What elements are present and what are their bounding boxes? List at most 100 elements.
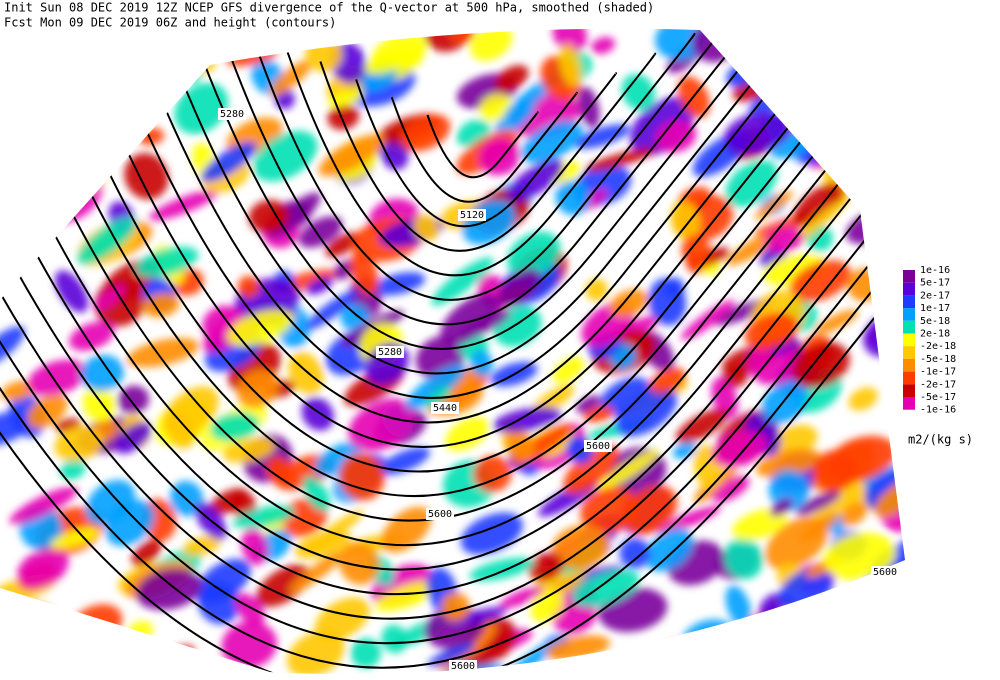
legend-label: -2e-17 — [920, 379, 956, 390]
blob — [499, 586, 544, 609]
blob — [147, 645, 195, 674]
blob — [350, 637, 381, 669]
blob — [374, 580, 441, 612]
blob — [340, 304, 369, 331]
blob — [857, 579, 905, 617]
blob — [237, 369, 279, 408]
contour-line — [283, 33, 696, 277]
blob — [670, 200, 701, 240]
contour-line — [0, 28, 905, 571]
blob — [790, 198, 848, 245]
blob — [852, 77, 905, 102]
blob — [494, 65, 529, 92]
blob — [840, 502, 868, 526]
blob — [441, 592, 471, 622]
blob — [788, 612, 858, 640]
blob — [774, 633, 839, 675]
blob — [0, 640, 41, 675]
blob — [460, 512, 523, 555]
blob — [812, 490, 875, 519]
blob — [655, 120, 697, 153]
legend-label: -1e-17 — [920, 367, 956, 378]
blob — [768, 469, 809, 511]
blob — [0, 627, 36, 671]
blob — [327, 104, 360, 130]
blob — [748, 44, 778, 62]
blob — [0, 92, 39, 126]
blob — [817, 116, 861, 161]
blob — [507, 231, 561, 278]
legend-swatch — [903, 282, 915, 296]
blob — [580, 486, 639, 534]
blob — [27, 359, 88, 397]
blob — [824, 42, 864, 81]
blob — [814, 309, 859, 334]
legend-swatch — [903, 358, 915, 372]
blob — [597, 449, 660, 491]
blob — [93, 94, 116, 123]
blob — [269, 60, 312, 96]
blob — [675, 408, 728, 444]
blob — [479, 93, 512, 122]
blob — [134, 55, 173, 88]
contour-label-bg — [426, 508, 454, 520]
blob — [0, 655, 35, 675]
blob — [584, 147, 658, 172]
blob — [0, 326, 25, 368]
contour-line — [390, 91, 578, 203]
contour-label-bg — [871, 566, 899, 578]
blob — [791, 342, 850, 388]
legend-swatch — [903, 371, 915, 385]
contour-line — [105, 28, 892, 399]
blob — [521, 120, 583, 164]
blob — [497, 268, 541, 307]
blob — [649, 367, 686, 394]
contour-label: 5280 — [378, 347, 402, 358]
blob — [17, 65, 64, 108]
contour-label-bg — [458, 209, 486, 221]
blob — [266, 456, 294, 488]
blob — [647, 657, 693, 675]
blob — [470, 350, 493, 377]
legend-label: 5e-18 — [920, 316, 950, 327]
blob — [9, 486, 78, 525]
contour-line — [426, 111, 539, 179]
blob — [657, 505, 721, 534]
contour-line — [0, 28, 905, 522]
blob — [591, 37, 616, 55]
blob — [252, 130, 318, 182]
legend-label: 2e-17 — [920, 290, 950, 301]
blob — [445, 416, 490, 452]
blob — [812, 450, 857, 492]
blob — [381, 624, 408, 654]
blob — [115, 422, 152, 454]
contour-label: 5600 — [428, 509, 452, 520]
blob — [869, 70, 905, 94]
blob — [725, 585, 752, 628]
legend-swatch — [903, 308, 915, 321]
blob — [131, 539, 162, 567]
legend-label: -5e-18 — [920, 354, 956, 365]
blob — [62, 38, 94, 72]
blob — [0, 41, 51, 89]
blob — [834, 647, 904, 673]
blob — [126, 337, 200, 368]
legend-swatch — [903, 295, 915, 309]
blob — [681, 234, 711, 268]
blob — [363, 46, 424, 75]
contour-label: 5600 — [451, 661, 475, 672]
blob — [725, 159, 778, 208]
blob — [882, 229, 905, 259]
blob — [470, 28, 513, 61]
blob — [135, 568, 203, 611]
blob — [552, 28, 587, 53]
contour-line — [140, 28, 853, 375]
blob — [17, 547, 69, 589]
contour-line — [33, 28, 905, 449]
blob — [381, 506, 432, 553]
blob — [113, 90, 136, 113]
blob — [94, 53, 131, 84]
